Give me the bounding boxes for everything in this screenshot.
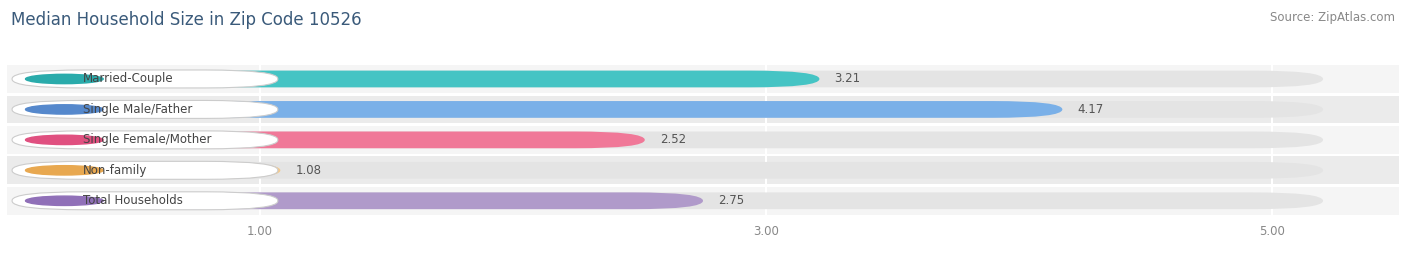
FancyBboxPatch shape bbox=[7, 157, 1399, 184]
Circle shape bbox=[25, 166, 103, 175]
Text: 2.52: 2.52 bbox=[659, 133, 686, 146]
Text: 3.21: 3.21 bbox=[835, 72, 860, 86]
Text: 1.08: 1.08 bbox=[295, 164, 322, 177]
Circle shape bbox=[25, 196, 103, 206]
Text: Married-Couple: Married-Couple bbox=[83, 72, 173, 86]
FancyBboxPatch shape bbox=[13, 131, 278, 149]
FancyBboxPatch shape bbox=[7, 187, 1399, 215]
Text: 2.75: 2.75 bbox=[718, 194, 744, 207]
FancyBboxPatch shape bbox=[13, 70, 278, 88]
FancyBboxPatch shape bbox=[134, 192, 703, 209]
FancyBboxPatch shape bbox=[134, 162, 280, 179]
Text: Median Household Size in Zip Code 10526: Median Household Size in Zip Code 10526 bbox=[11, 11, 361, 29]
Text: Single Female/Mother: Single Female/Mother bbox=[83, 133, 211, 146]
FancyBboxPatch shape bbox=[13, 100, 278, 118]
Text: Single Male/Father: Single Male/Father bbox=[83, 103, 193, 116]
Text: 4.17: 4.17 bbox=[1077, 103, 1104, 116]
Circle shape bbox=[25, 74, 103, 84]
FancyBboxPatch shape bbox=[134, 70, 820, 87]
FancyBboxPatch shape bbox=[134, 101, 1323, 118]
Circle shape bbox=[25, 105, 103, 114]
FancyBboxPatch shape bbox=[134, 162, 1323, 179]
FancyBboxPatch shape bbox=[13, 192, 278, 210]
FancyBboxPatch shape bbox=[134, 132, 645, 148]
FancyBboxPatch shape bbox=[7, 126, 1399, 154]
FancyBboxPatch shape bbox=[7, 95, 1399, 123]
FancyBboxPatch shape bbox=[13, 161, 278, 179]
FancyBboxPatch shape bbox=[134, 101, 1063, 118]
FancyBboxPatch shape bbox=[7, 65, 1399, 93]
FancyBboxPatch shape bbox=[134, 70, 1323, 87]
Text: Total Households: Total Households bbox=[83, 194, 183, 207]
FancyBboxPatch shape bbox=[134, 192, 1323, 209]
FancyBboxPatch shape bbox=[134, 132, 1323, 148]
Text: Source: ZipAtlas.com: Source: ZipAtlas.com bbox=[1270, 11, 1395, 24]
Text: Non-family: Non-family bbox=[83, 164, 148, 177]
Circle shape bbox=[25, 135, 103, 144]
